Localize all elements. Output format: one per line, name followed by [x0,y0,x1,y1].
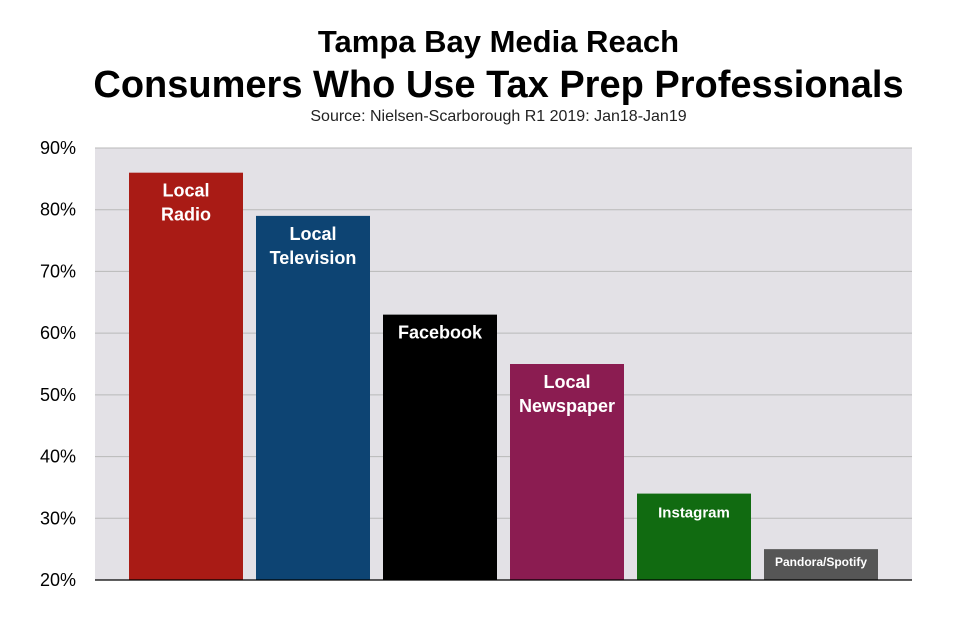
bar [383,314,497,580]
bar-label: Local [543,372,590,392]
bar [129,172,243,580]
chart-subtitle: Consumers Who Use Tax Prep Professionals [93,64,904,106]
y-tick-label: 20% [40,570,76,590]
bar-label: Newspaper [519,396,615,416]
bar [764,549,878,580]
y-tick-label: 90% [40,138,76,158]
bar-label: Radio [161,205,211,225]
bar-label: Instagram [658,505,730,522]
y-tick-label: 30% [40,508,76,528]
bar-label: Television [270,248,357,268]
bar-label: Pandora/Spotify [775,555,867,569]
y-tick-label: 60% [40,323,76,343]
bar-label: Local [289,224,336,244]
y-tick-label: 80% [40,200,76,220]
chart-source: Source: Nielsen-Scarborough R1 2019: Jan… [310,108,687,125]
bar-label: Facebook [398,323,483,343]
bar [637,493,751,580]
bar [256,215,370,580]
bar [510,364,624,580]
y-tick-label: 40% [40,447,76,467]
chart-title: Tampa Bay Media Reach [317,24,680,59]
y-tick-label: 70% [40,261,76,281]
bar-label: Local [162,181,209,201]
y-tick-label: 50% [40,385,76,405]
